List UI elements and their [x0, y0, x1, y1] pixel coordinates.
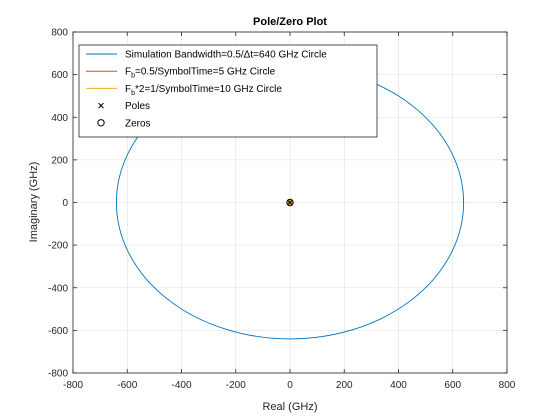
legend-entry-4: Zeros: [125, 118, 151, 129]
y-tick-label: -200: [48, 241, 68, 252]
pole-marker-0: [287, 199, 293, 206]
y-tick-label: -800: [48, 369, 68, 380]
legend-swatch-zero: [97, 119, 105, 127]
x-axis-label: Real (GHz): [262, 401, 317, 413]
legend-swatch-pole: [98, 102, 104, 109]
pole-marker-stroke-b: [287, 199, 293, 206]
legend-entry-1: Fb=0.5/SymbolTime=5 GHz Circle: [125, 67, 276, 80]
x-tick-label: -600: [117, 380, 137, 391]
y-tick-label: 200: [51, 155, 68, 166]
legend-box: [78, 44, 378, 138]
zero-marker-0: [286, 198, 294, 207]
chart-title: Pole/Zero Plot: [253, 16, 327, 28]
x-tick-label: -200: [226, 380, 246, 391]
y-tick-label: 600: [51, 70, 68, 81]
x-tick-label: -400: [171, 380, 191, 391]
x-tick-label: 200: [336, 380, 353, 391]
x-tick-label: -800: [63, 380, 83, 391]
legend: Simulation Bandwidth=0.5/Δt=640 GHz Circ…: [78, 44, 378, 138]
x-tick-label: 400: [390, 380, 407, 391]
legend-entry-3: Poles: [125, 101, 150, 112]
x-tick-label: 800: [499, 380, 516, 391]
x-tick-label: 0: [287, 380, 293, 391]
legend-entry-2: Fb*2=1/SymbolTime=10 GHz Circle: [125, 84, 282, 97]
y-tick-label: 0: [62, 198, 68, 209]
legend-pole-stroke-b: [98, 102, 104, 109]
x-tick-label: 600: [444, 380, 461, 391]
tick-marks: [72, 31, 508, 374]
y-tick-label: 400: [51, 113, 68, 124]
legend-entry-0: Simulation Bandwidth=0.5/Δt=640 GHz Circ…: [125, 50, 327, 61]
y-tick-label: -400: [48, 283, 68, 294]
y-tick-label: -600: [48, 326, 68, 337]
y-axis-label: Imaginary (GHz): [28, 162, 40, 243]
series-circle-1: [288, 200, 292, 205]
y-tick-label: 800: [51, 28, 68, 39]
